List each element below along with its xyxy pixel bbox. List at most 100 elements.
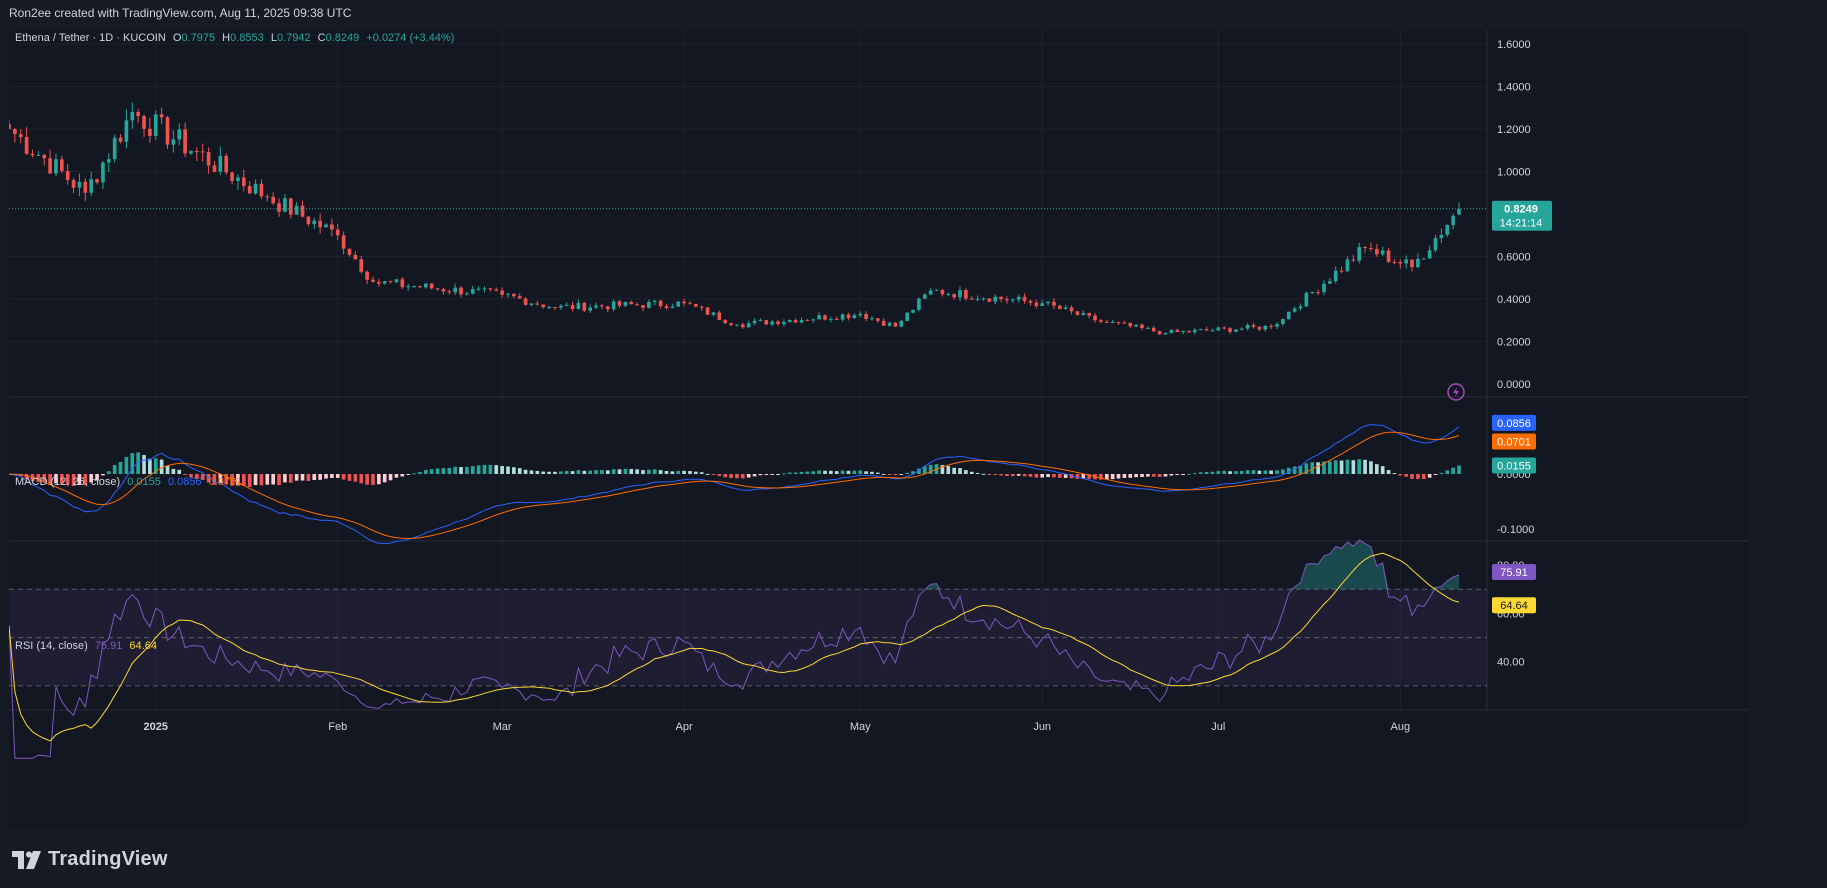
candle-body [412,286,416,288]
macd-hist-bar [664,470,669,474]
macd-hist-bar [1345,459,1350,474]
macd-hist-bar [1275,470,1279,474]
candle-body [453,287,457,293]
candle-body [799,319,804,323]
rsi-badge [1492,564,1536,581]
macd-value: 0.0856 [167,476,202,488]
macd-hist-bar [365,474,369,485]
macd-hist-bar [1052,474,1056,478]
price-axis-label: 1.0000 [1497,167,1531,179]
macd-hist-bar [1222,470,1227,474]
candle-body [993,296,998,302]
macd-hist-bar [1198,472,1203,474]
candle-body [42,154,47,159]
macd-hist-bar [864,471,868,474]
candle-body [746,323,751,328]
macd-hist-bar [570,471,575,474]
macd-hist-bar [1398,474,1403,476]
macd-hist-bar [83,474,88,486]
candle-body [1245,325,1250,329]
macd-hist-bar [1251,470,1256,474]
candle-body [189,151,193,154]
macd-hist-bar [1057,474,1062,478]
macd-hist-bar [218,474,223,483]
candle-body [764,320,769,325]
macd-hist-bar [183,474,187,475]
macd-hist-bar [1028,474,1033,477]
macd-hist-bar [993,474,998,476]
candle-body [987,298,992,302]
macd-legend: MACD (12, 26, close) 0.0155 0.0856 0.070… [15,476,246,488]
candle-body [435,288,440,290]
candle-body [13,129,17,135]
macd-hist-bar [112,465,117,474]
candle-body [388,281,393,283]
tradingview-logo[interactable]: TradingView [12,848,168,871]
macd-hist-bar [1228,471,1232,474]
candle-body [236,177,240,181]
candle-body [1439,234,1444,239]
macd-hist-bar [1140,474,1144,477]
macd-hist-bar [1427,474,1432,478]
candle-body [341,235,346,249]
chart-frame[interactable]: 1.6000 1.4000 1.2000 1.0000 0.6000 0.4000 0.20… [9,30,1748,827]
candle-body [1181,331,1185,333]
candle-body [1328,281,1332,284]
candle-body [18,134,23,138]
candle-body [1210,330,1215,332]
macd-hist-bar [388,474,393,481]
macd-hist-bar [1281,469,1285,474]
macd-hist-bar [523,469,528,474]
candle-body [247,185,252,194]
candle-body [429,283,434,289]
macd-hist-bar [324,474,328,479]
candle-body [647,301,651,308]
macd-hist-bar [195,474,199,479]
macd-hist-bar [1046,474,1050,478]
macd-hist-bar [189,474,193,478]
candle-body [447,291,452,293]
macd-hist-bar [846,470,851,474]
candle-body [635,304,639,306]
candle-body [459,287,463,295]
candle-body [488,288,493,290]
candle-body [89,179,94,193]
candle-body [1457,208,1461,215]
chart-canvas[interactable]: 1.6000 1.4000 1.2000 1.0000 0.6000 0.4000 0.20… [9,30,1748,827]
macd-hist-bar [964,470,968,474]
macd-hist-bar [1075,474,1080,479]
grid-lines [9,30,1487,710]
macd-hist-bar [905,472,909,474]
candle-body [482,288,487,290]
macd-hist-bar [1169,474,1174,476]
candle-body [600,305,604,307]
time-axis-label: Mar [493,721,512,733]
macd-hist-bar [1087,474,1091,479]
candle-body [1075,311,1080,315]
macd-hist-bar [441,468,446,474]
macd-hist-bar [494,465,499,474]
candle-body [623,301,628,306]
macd-hist-bar [288,474,293,483]
macd-hist-bar [770,474,774,475]
candle-body [1304,292,1309,307]
macd-hist-bar [1357,459,1362,474]
macd-hist-bar [36,474,41,482]
candle-body [1445,225,1450,235]
candle-body [723,319,728,324]
macd-hist-bar [142,455,146,474]
macd-hist-badge-bg [1492,457,1536,474]
candle-body [553,306,557,308]
candle-body [159,114,164,118]
macd-hist-bar [887,474,892,475]
candle-body [629,301,634,305]
candle-body [699,306,704,308]
macd-hist-bar [541,471,546,474]
candles [9,102,1461,335]
candle-body [829,318,833,320]
tradingview-logo-icon [12,850,41,869]
candle-body [670,306,675,309]
candle-body [1286,311,1291,320]
macd-hist-bar [382,474,387,483]
candle-body [1239,328,1244,330]
